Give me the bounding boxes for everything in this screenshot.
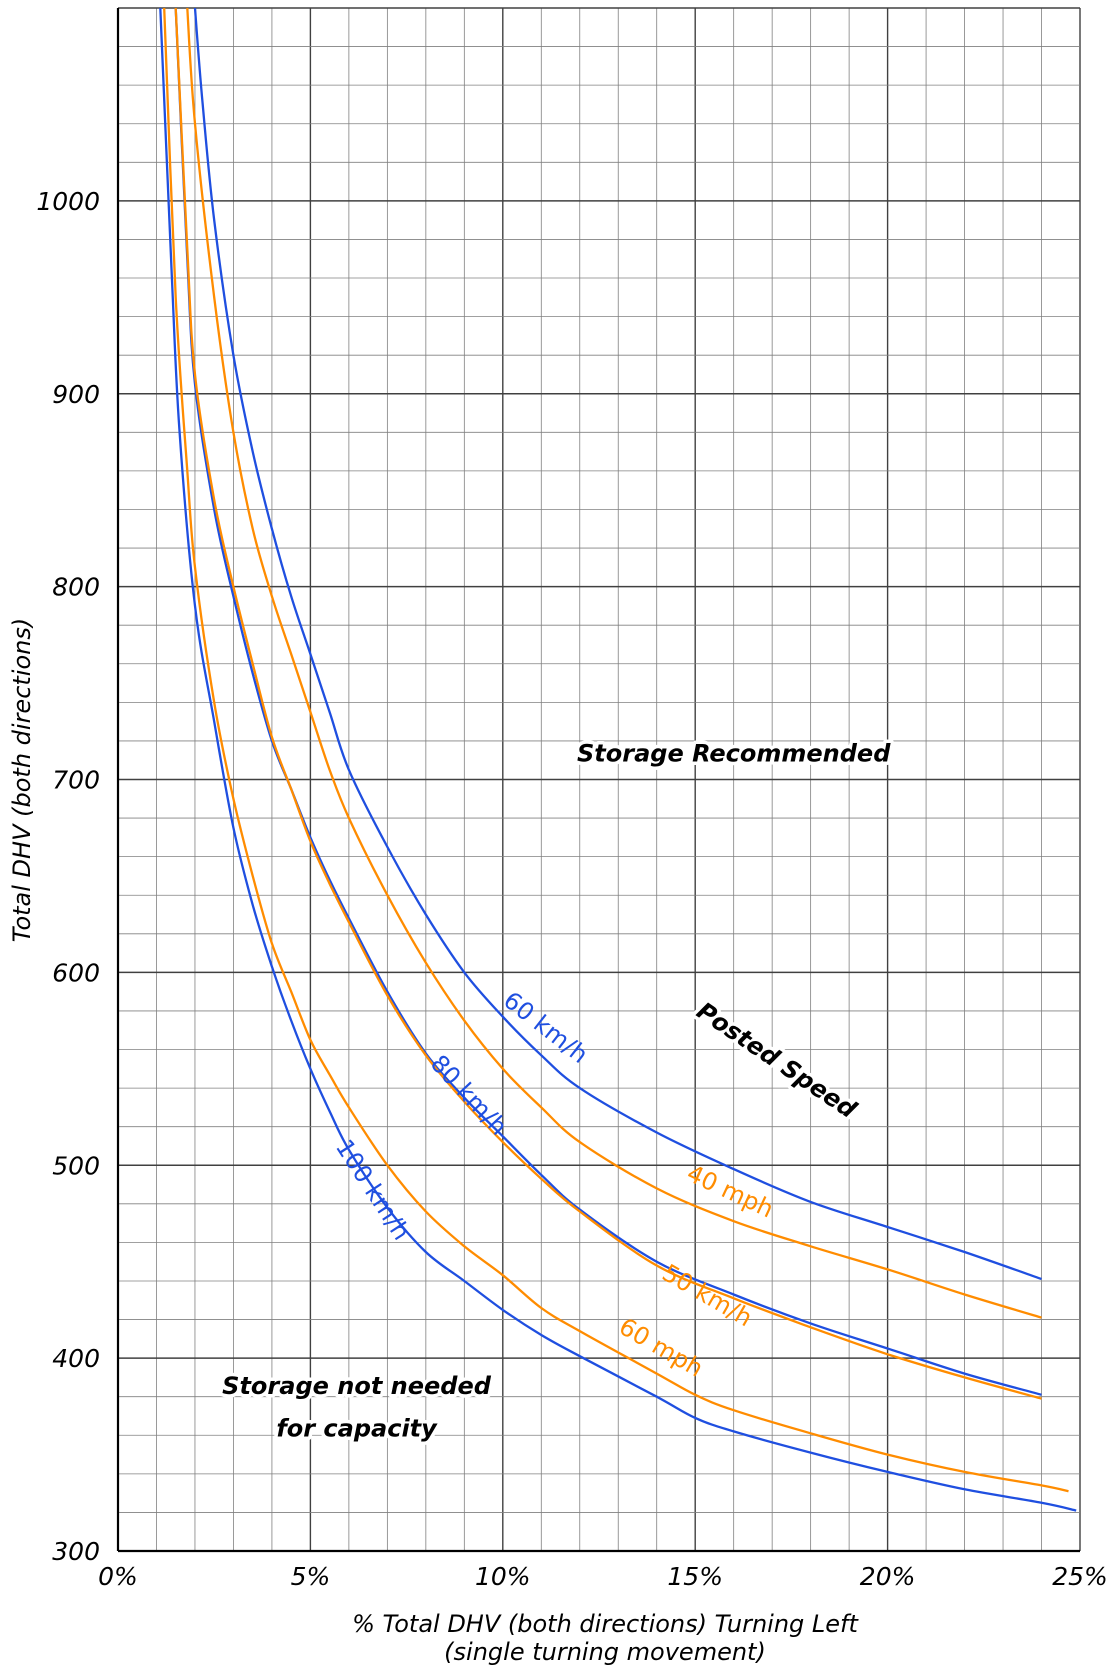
annotation-storage-not-needed: Storage not needed xyxy=(222,1372,492,1400)
series-line-40-mph xyxy=(186,8,1042,1319)
y-tick-label: 1000 xyxy=(36,187,100,216)
y-tick-label: 400 xyxy=(52,1344,100,1373)
curves xyxy=(159,8,1077,1512)
x-axis-subtitle: (single turning movement) xyxy=(444,1638,766,1666)
x-tick-label: 10% xyxy=(475,1562,531,1591)
y-tick-label: 700 xyxy=(52,766,100,795)
annotation-storage-recommended: Storage Recommended xyxy=(577,739,891,767)
series-line-60-mph xyxy=(163,8,1069,1493)
series-line-60-km-h xyxy=(193,8,1042,1281)
series-line-50-km-h xyxy=(174,8,1042,1400)
tick-labels: 0% 5% 10% 15% 20% 25% 300 400 500 600 700 800 900 100… xyxy=(36,187,1107,1591)
annotation-storage-recommended-halo: Storage Recommended xyxy=(577,739,891,767)
x-tick-label: 25% xyxy=(1052,1562,1108,1591)
x-tick-label: 20% xyxy=(860,1562,916,1591)
series-line-100-km-h xyxy=(159,8,1077,1512)
grid xyxy=(116,7,1081,1553)
series-line-80-km-h xyxy=(174,8,1042,1396)
x-tick-label: 0% xyxy=(98,1562,138,1591)
x-tick-label: 15% xyxy=(667,1562,723,1591)
x-tick-label: 5% xyxy=(291,1562,331,1591)
y-tick-label: 600 xyxy=(52,958,100,987)
annotation-storage-not-needed-halo: Storage not needed xyxy=(222,1372,492,1400)
annotation-for-capacity-halo: for capacity xyxy=(276,1414,438,1442)
y-tick-label: 800 xyxy=(52,573,100,602)
y-tick-label: 500 xyxy=(52,1151,100,1180)
annotation-for-capacity: for capacity xyxy=(276,1414,438,1442)
y-tick-label: 300 xyxy=(52,1537,100,1566)
y-axis-title: Total DHV (both directions) xyxy=(8,618,36,942)
y-tick-label: 900 xyxy=(52,380,100,409)
x-axis-title: % Total DHV (both directions) Turning Le… xyxy=(352,1610,859,1638)
